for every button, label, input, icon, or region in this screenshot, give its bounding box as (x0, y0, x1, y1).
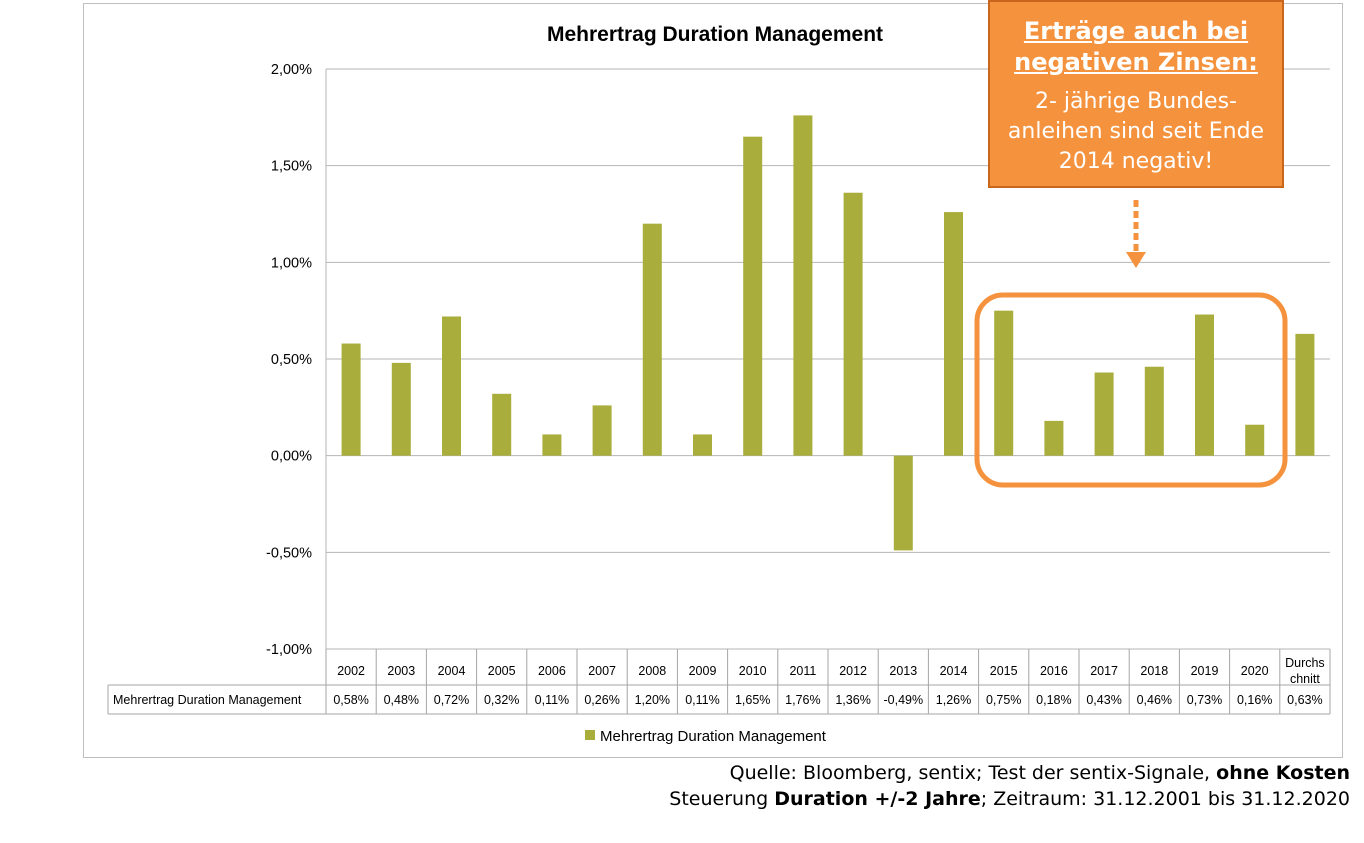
legend-swatch (585, 730, 595, 740)
bar (341, 343, 361, 456)
source-line-2: Steuerung Duration +/-2 Jahre; Zeitraum:… (669, 788, 1350, 810)
x-tick-label: 2007 (588, 664, 616, 678)
y-tick-label: 0,50% (271, 352, 312, 368)
bar-chart: Mehrertrag Duration Management 2,00% 1,50… (107, 23, 1331, 745)
x-tick-label: 2017 (1090, 664, 1118, 678)
data-label: 0,48% (384, 693, 419, 707)
data-label: 1,26% (936, 693, 971, 707)
bar (1094, 372, 1114, 456)
data-label: 0,16% (1237, 693, 1272, 707)
x-tick-label: 2006 (538, 664, 566, 678)
data-label: 1,20% (635, 693, 670, 707)
legend-label: Mehrertrag Duration Management (600, 728, 827, 745)
data-label: 0,26% (584, 693, 619, 707)
data-label: 0,75% (986, 693, 1021, 707)
data-label: 0,18% (1036, 693, 1071, 707)
bar (893, 455, 913, 551)
bar (994, 310, 1014, 456)
data-label: 1,36% (835, 693, 870, 707)
x-tick-label: 2010 (739, 664, 767, 678)
bar (843, 192, 863, 456)
bar (592, 405, 612, 456)
data-label: 1,65% (735, 693, 770, 707)
table-series-label: Mehrertrag Duration Management (113, 693, 302, 707)
y-tick-label: 0,00% (271, 449, 312, 465)
x-tick-label: 2019 (1191, 664, 1219, 678)
data-label: 0,58% (333, 693, 368, 707)
data-label: 1,76% (785, 693, 820, 707)
data-label: 0,63% (1287, 693, 1322, 707)
source-note: Quelle: Bloomberg, sentix; Test der sent… (669, 760, 1350, 812)
bar (492, 393, 512, 456)
bar (542, 434, 562, 456)
x-tick-label: 2020 (1241, 664, 1269, 678)
y-tick-label: 1,00% (271, 255, 312, 271)
x-tick-label: 2009 (689, 664, 717, 678)
x-tick-label: 2004 (438, 664, 466, 678)
x-tick-label: 2018 (1140, 664, 1168, 678)
x-tick-label: 2002 (337, 664, 365, 678)
data-label: 0,11% (685, 693, 720, 707)
x-tick-label: chnitt (1290, 672, 1320, 686)
x-tick-label: 2012 (839, 664, 867, 678)
bar (693, 434, 712, 456)
x-tick-label: 2013 (889, 664, 917, 678)
bar (391, 362, 411, 456)
data-label: 0,72% (434, 693, 469, 707)
y-tick-label: -0,50% (266, 545, 312, 561)
data-label: 0,32% (484, 693, 519, 707)
x-tick-label: 2015 (990, 664, 1018, 678)
source-line-1: Quelle: Bloomberg, sentix; Test der sent… (729, 762, 1350, 784)
bar (1295, 333, 1315, 456)
x-tick-label: 2003 (387, 664, 415, 678)
callout-box: Erträge auch bei negativen Zinsen: 2- jä… (988, 0, 1284, 188)
callout-title: Erträge auch bei negativen Zinsen: (1014, 17, 1258, 76)
bar (1195, 314, 1214, 456)
data-label: 0,11% (535, 693, 570, 707)
x-tick-label: 2005 (488, 664, 516, 678)
bar (442, 316, 461, 456)
data-label: 0,73% (1187, 693, 1222, 707)
y-tick-label: 1,50% (271, 159, 312, 175)
callout-body: 2- jährige Bundes-anleihen sind seit End… (1007, 89, 1265, 174)
bar (1044, 420, 1064, 456)
data-label: -0,49% (883, 693, 923, 707)
bar (1245, 424, 1265, 456)
bar (642, 223, 662, 456)
y-tick-label: -1,00% (266, 642, 312, 658)
bar (793, 115, 813, 456)
bar (1144, 366, 1164, 456)
x-tick-label: 2011 (789, 664, 816, 678)
x-tick-label: 2008 (638, 664, 666, 678)
bar (944, 212, 963, 456)
x-tick-label: 2014 (940, 664, 968, 678)
x-tick-label: Durchs (1285, 656, 1325, 670)
y-tick-label: 2,00% (271, 62, 312, 78)
bar (743, 136, 763, 456)
data-label: 0,43% (1086, 693, 1121, 707)
data-label: 0,46% (1137, 693, 1172, 707)
x-tick-label: 2016 (1040, 664, 1068, 678)
chart-title: Mehrertrag Duration Management (547, 23, 883, 46)
